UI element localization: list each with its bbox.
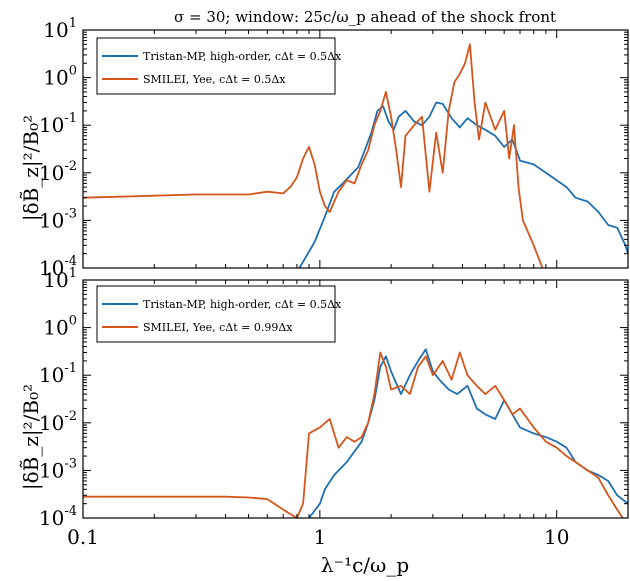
bottom-panel: 0.1 1 10 10-4 10-3 10-2 10-1 100 101 — [39, 266, 629, 549]
top-legend-box — [96, 37, 336, 95]
series-line-tristan — [308, 348, 628, 518]
figure-title: σ = 30; window: 25c/ω_p ahead of the sho… — [174, 8, 556, 26]
y-axis-label-bottom: |δB̃_z|²/B₀² — [19, 384, 44, 490]
x-tick-label: 1 — [313, 525, 326, 549]
y-tick-label: 101 — [43, 16, 77, 42]
x-axis-label: λ⁻¹c/ω_p — [321, 553, 409, 577]
bottom-legend-label-smilei: SMILEI, Yee, cΔt = 0.99Δx — [143, 321, 293, 334]
y-tick-label: 10-2 — [39, 409, 77, 435]
y-tick-label: 10-3 — [39, 206, 77, 232]
series-line-smilei — [83, 43, 544, 268]
bottom-legend: Tristan-MP, high-order, cΔt = 0.5Δx SMIL… — [96, 285, 342, 343]
series-group — [83, 348, 628, 518]
y-tick-label: 100 — [43, 314, 77, 340]
y-tick-label: 100 — [43, 64, 77, 90]
bottom-legend-label-tristan: Tristan-MP, high-order, cΔt = 0.5Δx — [143, 298, 342, 311]
series-group — [83, 43, 628, 268]
y-tick-label: 10-3 — [39, 456, 77, 482]
plot-frame — [82, 29, 629, 269]
y-tick-label: 10-4 — [39, 504, 77, 530]
y-tick-label: 10-1 — [39, 361, 77, 387]
bottom-legend-box — [96, 285, 336, 343]
top-legend-label-smilei: SMILEI, Yee, cΔt = 0.5Δx — [143, 73, 286, 86]
x-tick-label: 10 — [544, 525, 569, 549]
y-tick-label: 101 — [43, 266, 77, 292]
y-tick-label: 10-1 — [39, 111, 77, 137]
plot-frame — [82, 279, 629, 519]
y-tick-label: 10-2 — [39, 159, 77, 185]
series-line-smilei — [83, 351, 624, 518]
y-tick-label: 10-4 — [39, 254, 77, 280]
top-panel: 10-4 10-3 10-2 10-1 100 101 — [39, 16, 629, 280]
y-axis-label-top: |δB̃_z|²/B₀² — [19, 115, 44, 221]
series-line-tristan — [298, 101, 628, 268]
x-tick-label: 0.1 — [67, 525, 99, 549]
top-legend: Tristan-MP, high-order, cΔt = 0.5Δx SMIL… — [96, 37, 342, 95]
top-legend-label-tristan: Tristan-MP, high-order, cΔt = 0.5Δx — [143, 50, 342, 63]
